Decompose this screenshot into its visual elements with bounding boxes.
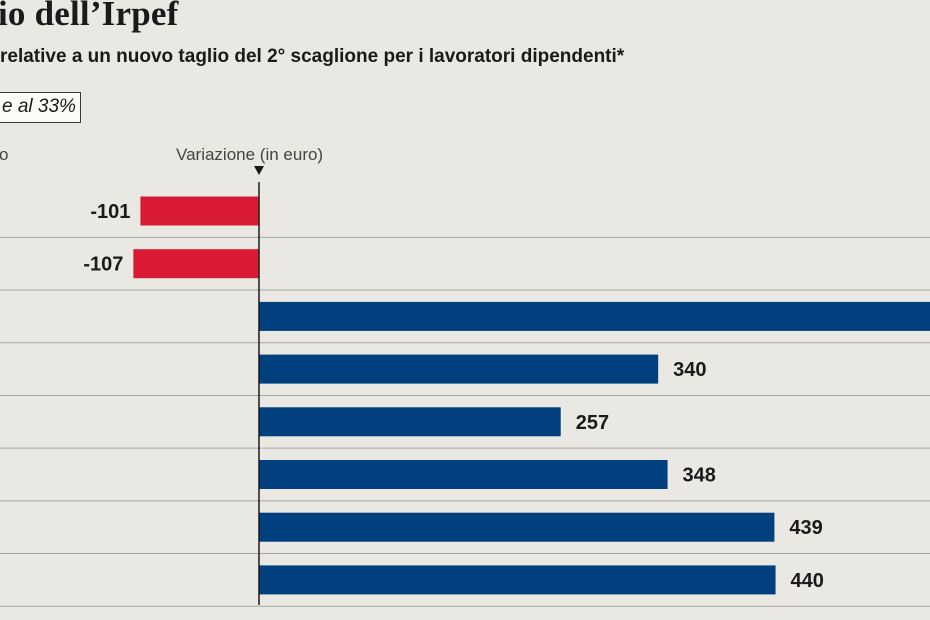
scenario-badge: e al 33% — [0, 92, 81, 123]
bar — [259, 301, 930, 331]
bar — [140, 196, 259, 226]
value-label: 340 — [673, 359, 706, 381]
bar — [259, 512, 775, 542]
value-label: -101 — [90, 201, 130, 223]
left-column-label: o — [0, 145, 9, 164]
bar — [259, 565, 776, 595]
bar — [259, 354, 659, 384]
gridlines — [0, 236, 930, 607]
value-label: -107 — [83, 254, 123, 276]
value-label: 439 — [789, 517, 822, 539]
value-label: 440 — [791, 570, 824, 592]
bar — [259, 460, 668, 489]
bar — [133, 249, 259, 279]
page-subtitle: relative a un nuovo taglio del 2° scagli… — [0, 46, 625, 67]
value-label: 257 — [576, 412, 609, 434]
bar — [259, 407, 561, 437]
x-axis-label: Variazione (in euro) — [176, 145, 323, 164]
axis-marker-triangle — [254, 166, 264, 175]
value-label: 348 — [683, 465, 716, 487]
bars — [133, 196, 930, 595]
value-labels: -101 -107 340 257 348 439 440 — [83, 201, 824, 592]
page-title: io dell’Irpef — [0, 0, 179, 33]
